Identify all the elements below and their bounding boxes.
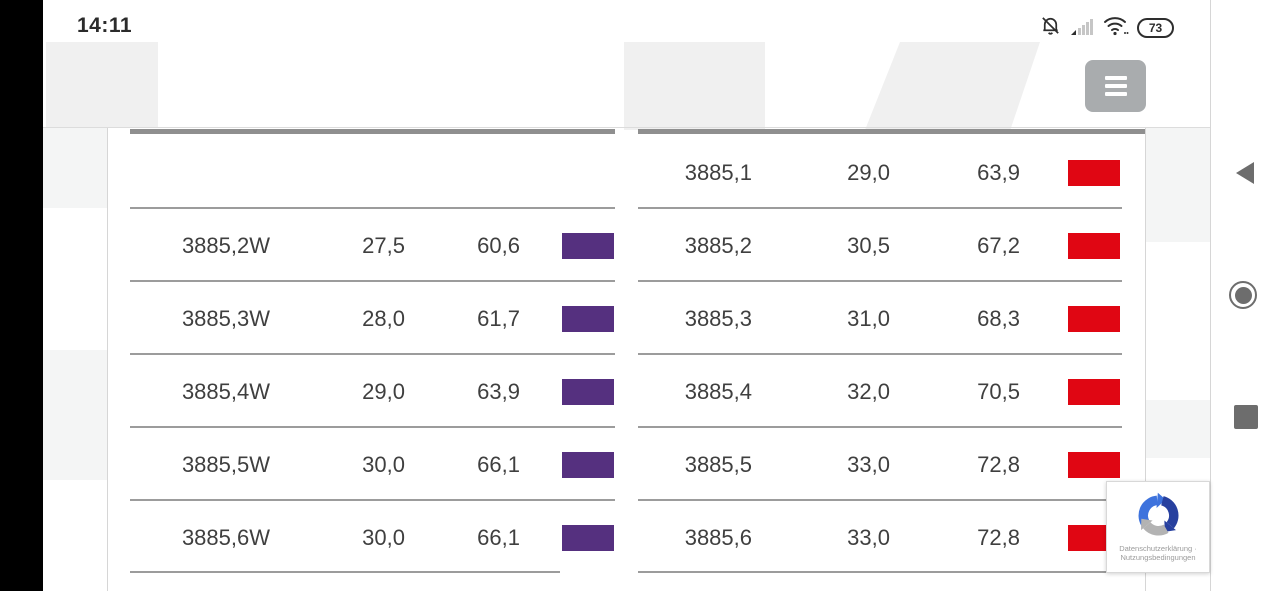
row-label: 3885,2W [181,232,270,258]
row-label: 3885,4W [181,378,270,404]
header-skeleton-block-middle [624,42,765,130]
recaptcha-logo-icon [1138,492,1178,536]
row-value-1: 30,5 [847,232,890,258]
signal-strength-icon [1070,16,1095,41]
row-separator [130,426,615,428]
header-divider [43,127,1210,128]
row-value-1: 33,0 [847,451,890,477]
table-row: 3885,2W 27,5 60,6 [130,209,615,282]
home-icon [1234,286,1252,304]
table-row: 3885,4W 29,0 63,9 [130,355,615,428]
row-separator [638,280,1122,282]
row-value-1: 30,0 [362,524,405,550]
color-swatch-red [1068,159,1120,186]
row-value-2: 60,6 [477,232,520,258]
content-left-border [107,128,108,591]
row-separator [638,426,1122,428]
battery-icon: 73 [1137,18,1174,38]
hamburger-menu-button[interactable] [1085,60,1146,112]
back-button[interactable] [1236,162,1254,184]
table-row: 3885,1 29,0 63,9 [638,136,1122,209]
left-margin-stripe [43,128,107,208]
row-value-2: 68,3 [977,305,1020,331]
row-label: 3885,2 [684,232,752,258]
row-separator [638,571,1122,573]
hamburger-icon [1104,76,1127,80]
recents-button[interactable] [1234,405,1258,429]
row-label: 3885,5W [181,451,270,477]
color-swatch-purple [562,378,614,405]
row-value-2: 70,5 [977,378,1020,404]
row-separator [130,353,615,355]
right-margin-stripe [1146,400,1210,458]
recaptcha-privacy-link[interactable]: Datenschutzerklärung · [1119,544,1197,553]
row-separator [638,207,1122,209]
row-separator [130,207,615,209]
row-label: 3885,3 [684,305,752,331]
row-separator [130,280,615,282]
table-row: 3885,4 32,0 70,5 [638,355,1122,428]
notch-black-strip [0,0,43,591]
row-value-1: 29,0 [847,159,890,185]
row-value-2: 72,8 [977,524,1020,550]
row-value-1: 30,0 [362,451,405,477]
color-swatch-red [1068,451,1120,478]
row-value-2: 63,9 [977,159,1020,185]
row-value-2: 67,2 [977,232,1020,258]
row-value-1: 28,0 [362,305,405,331]
notifications-muted-icon [1039,14,1062,42]
row-separator [638,353,1122,355]
row-separator [130,499,615,501]
table-row [130,136,615,209]
content-right-border [1145,128,1146,591]
header-skeleton-block-left [46,42,158,128]
color-swatch-purple [562,524,614,551]
color-swatch-purple [562,232,614,259]
table-row: 3885,2 30,5 67,2 [638,209,1122,282]
status-icons: 73 [1039,16,1174,40]
row-value-2: 66,1 [477,451,520,477]
row-label: 3885,1 [684,159,752,185]
table-row: 3885,6W 30,0 66,1 [130,501,615,574]
recaptcha-badge[interactable]: Datenschutzerklärung · Nutzungsbedingung… [1106,481,1210,573]
row-value-2: 72,8 [977,451,1020,477]
row-label: 3885,3W [181,305,270,331]
row-label: 3885,6 [684,524,752,550]
home-button[interactable] [1229,281,1257,309]
row-separator [638,499,1122,501]
wifi-icon [1103,15,1129,42]
row-label: 3885,6W [181,524,270,550]
row-value-2: 61,7 [477,305,520,331]
color-swatch-red [1068,305,1120,332]
table-row: 3885,3 31,0 68,3 [638,282,1122,355]
left-margin-stripe [43,350,107,480]
right-margin-stripe [1146,128,1210,242]
row-value-1: 29,0 [362,378,405,404]
row-separator [130,571,560,573]
row-value-2: 66,1 [477,524,520,550]
table-row: 3885,6 33,0 72,8 [638,501,1122,574]
row-label: 3885,5 [684,451,752,477]
recaptcha-terms-link[interactable]: Nutzungsbedingungen [1120,553,1196,562]
scrollbar-thumb-left[interactable] [130,129,615,134]
row-value-2: 63,9 [477,378,520,404]
color-swatch-red [1068,232,1120,259]
row-label: 3885,4 [684,378,752,404]
table-row: 3885,3W 28,0 61,7 [130,282,615,355]
row-value-1: 33,0 [847,524,890,550]
table-row: 3885,5W 30,0 66,1 [130,428,615,501]
status-clock: 14:11 [77,14,133,37]
color-swatch-red [1068,378,1120,405]
row-value-1: 27,5 [362,232,405,258]
scrollbar-thumb-right[interactable] [638,129,1210,134]
header-skeleton-parallelogram [865,42,1040,130]
row-value-1: 31,0 [847,305,890,331]
table-row: 3885,5 33,0 72,8 [638,428,1122,501]
page-right-border [1210,0,1211,591]
color-swatch-purple [562,305,614,332]
row-value-1: 32,0 [847,378,890,404]
color-swatch-purple [562,451,614,478]
